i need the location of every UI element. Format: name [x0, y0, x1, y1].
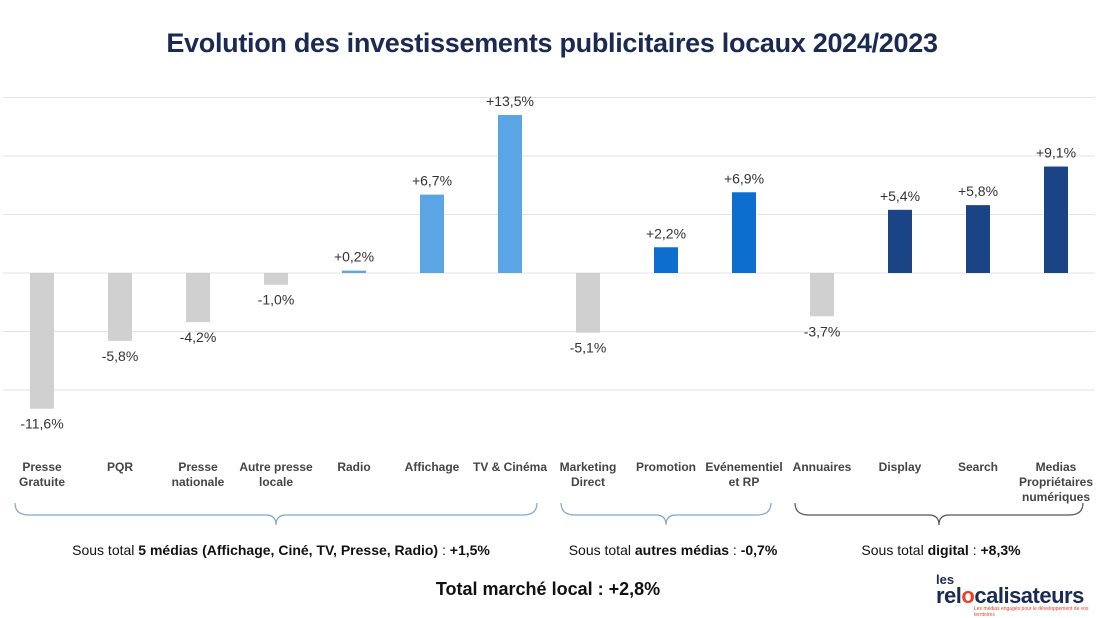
data-label: +9,1% [1036, 145, 1076, 161]
category-label: Radio [337, 460, 371, 474]
data-label: +2,2% [646, 225, 686, 241]
category-label: Marketing Direct [559, 460, 617, 489]
category-label: Evénementiel et RP [705, 460, 783, 489]
data-label: +6,7% [412, 173, 452, 189]
bars [30, 115, 1068, 409]
group-brace [560, 502, 772, 526]
data-label: +6,9% [724, 170, 764, 186]
bar [342, 270, 366, 273]
data-label: +5,8% [958, 183, 998, 199]
bar [654, 247, 678, 273]
category-label: Search [957, 460, 999, 474]
data-label: -1,0% [258, 292, 295, 308]
group-braces [14, 502, 1084, 526]
data-label: -5,1% [570, 340, 607, 356]
bar [30, 273, 54, 409]
group-brace [14, 502, 538, 526]
logo-line-2: relocalisateurs [936, 583, 1084, 608]
bar [1044, 166, 1068, 273]
chart-title: Evolution des investissements publicitai… [166, 28, 938, 58]
data-label: +13,5% [486, 93, 534, 109]
category-label: Promotion [636, 460, 696, 474]
subtotal-digital: Sous total digital : +8,3% [861, 542, 1021, 558]
gridlines [3, 97, 1095, 391]
category-label: PQR [106, 460, 133, 474]
bar [498, 115, 522, 273]
bar [186, 273, 210, 323]
data-label: -3,7% [804, 323, 841, 339]
subtotal-5-medias: Sous total 5 médias (Affichage, Ciné, TV… [72, 542, 490, 558]
category-label: Annuaires [792, 460, 852, 474]
bar [108, 273, 132, 341]
data-label: +5,4% [880, 188, 920, 204]
bar [888, 209, 912, 273]
bar [732, 192, 756, 273]
data-labels: -11,6% -5,8% -4,2% -1,0% +0,2% +6,7% +13,5% -5,… [20, 93, 1076, 432]
relocalisateurs-logo: les relocalisateurs Les médias engagés p… [936, 572, 1096, 618]
data-label: +0,2% [334, 249, 374, 265]
category-label: Affichage [404, 460, 460, 474]
bar [264, 273, 288, 285]
bar [810, 273, 834, 317]
data-label: -11,6% [20, 416, 63, 432]
bar [966, 205, 990, 273]
category-label: Presse Gratuite [18, 460, 65, 489]
bar-chart: -11,6% -5,8% -4,2% -1,0% +0,2% +6,7% +13,5% -5,… [3, 93, 1095, 526]
category-label: Presse nationale [171, 460, 225, 489]
bar [420, 194, 444, 273]
data-label: -4,2% [180, 329, 217, 345]
category-label: Autre presse locale [239, 460, 313, 489]
group-brace [794, 502, 1084, 526]
subtotal-autres-medias: Sous total autres médias : -0,7% [568, 542, 778, 558]
logo-line-1: les [936, 572, 955, 587]
category-label: Medias Propriétaires numériques [1018, 460, 1094, 504]
total-marche-local: Total marché local : +2,8% [435, 579, 661, 599]
category-label: Display [878, 460, 922, 474]
bar [576, 273, 600, 333]
data-label: -5,8% [102, 348, 139, 364]
category-label: TV & Cinéma [472, 460, 547, 474]
